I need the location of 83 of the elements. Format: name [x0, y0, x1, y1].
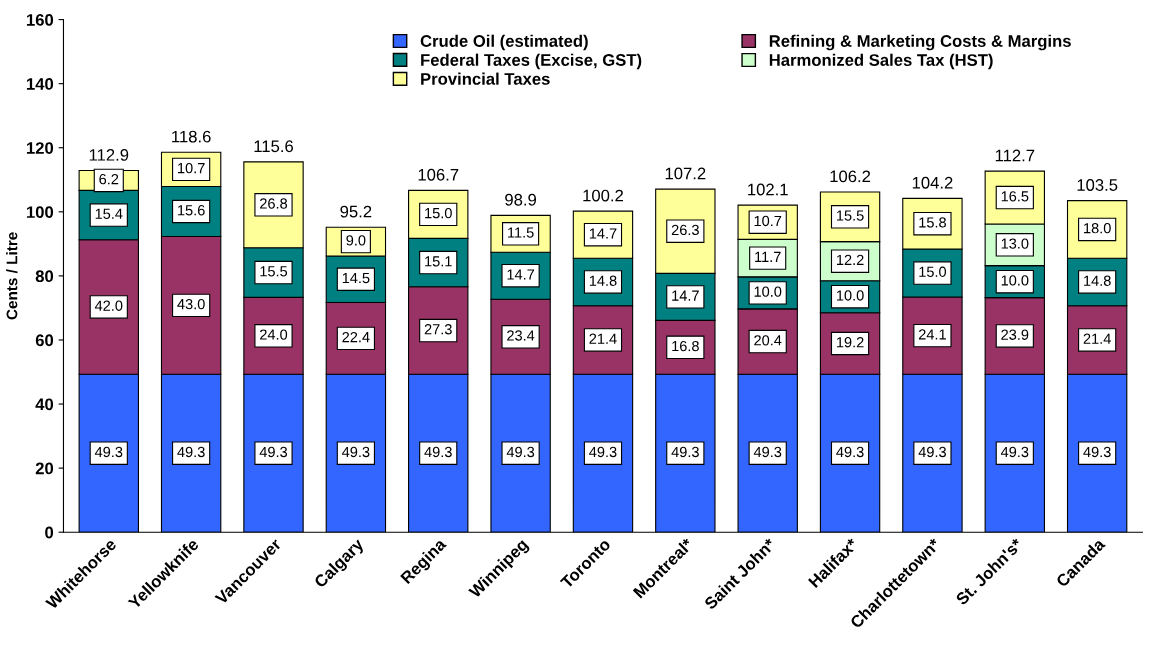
data-label: 23.9 [1001, 329, 1029, 340]
data-label: 15.0 [919, 266, 947, 277]
total-label: 112.9 [89, 148, 129, 161]
data-label: 49.3 [506, 446, 535, 458]
data-label: 10.0 [1001, 275, 1029, 286]
data-label: 26.3 [671, 224, 699, 236]
y-tick-label: 160 [26, 13, 54, 26]
data-label: 23.4 [507, 330, 535, 341]
total-label: 112.7 [995, 149, 1035, 162]
total-label: 106.2 [830, 170, 871, 183]
total-label: 118.6 [172, 130, 211, 143]
total-label: 103.5 [1077, 179, 1118, 191]
data-label: 49.3 [1083, 446, 1111, 458]
data-label: 49.3 [753, 446, 782, 458]
data-label: 15.1 [425, 256, 452, 267]
data-label: 19.2 [836, 337, 864, 348]
data-label: 15.0 [425, 207, 452, 219]
data-label: 15.4 [95, 208, 123, 219]
data-label: 49.3 [94, 446, 123, 458]
data-label: 20.4 [754, 335, 782, 346]
data-label: 49.3 [259, 446, 288, 458]
data-label: 15.5 [836, 210, 864, 221]
data-label: 49.3 [836, 446, 864, 458]
y-tick-label: 60 [35, 334, 54, 347]
data-label: 24.1 [918, 329, 946, 340]
data-label: 14.5 [342, 272, 370, 284]
data-label: 15.8 [919, 217, 946, 228]
data-label: 49.3 [1000, 446, 1029, 458]
data-label: 16.5 [1001, 191, 1029, 202]
data-label: 10.0 [754, 286, 782, 297]
data-label: 26.8 [260, 198, 288, 209]
data-label: 14.8 [1084, 275, 1111, 286]
data-label: 12.2 [836, 254, 864, 265]
y-tick-label: 40 [35, 398, 54, 411]
data-label: 13.0 [1001, 238, 1029, 249]
total-label: 107.2 [665, 167, 706, 180]
data-label: 43.0 [177, 298, 205, 310]
data-label: 11.5 [508, 227, 534, 238]
data-label: 18.0 [1084, 223, 1111, 234]
y-tick-label: 0 [45, 526, 54, 539]
data-label: 49.3 [342, 446, 370, 458]
data-label: 49.3 [177, 446, 205, 458]
data-label: 15.5 [260, 266, 288, 277]
data-label: 49.3 [671, 446, 699, 458]
total-label: 106.7 [418, 168, 459, 181]
total-label: 98.9 [505, 193, 537, 206]
data-label: 14.7 [589, 228, 617, 239]
data-label: 15.6 [178, 205, 205, 216]
data-label: 10.7 [754, 215, 782, 227]
data-label: 22.4 [342, 331, 370, 343]
data-label: 24.0 [260, 329, 288, 340]
data-label: 27.3 [424, 324, 452, 335]
total-label: 115.6 [254, 140, 294, 153]
total-label: 100.2 [583, 189, 623, 202]
data-label: 14.7 [507, 269, 535, 280]
data-label: 10.7 [178, 162, 205, 174]
data-label: 49.3 [424, 446, 452, 458]
y-tick-label: 20 [35, 462, 54, 475]
legend-label: Refining & Marketing Costs & Margins [769, 34, 1071, 51]
total-label: 102.1 [748, 183, 788, 196]
y-tick-label: 140 [26, 78, 54, 90]
legend-label: Harmonized Sales Tax (HST) [769, 53, 993, 70]
y-tick-label: 120 [26, 142, 54, 154]
data-label: 6.2 [99, 174, 119, 185]
data-label: 10.0 [836, 290, 864, 301]
data-label: 21.4 [589, 333, 617, 344]
legend-label: Crude Oil (estimated) [420, 34, 588, 51]
legend-label: Federal Taxes (Excise, GST) [421, 53, 642, 70]
legend-label: Provincial Taxes [421, 72, 550, 85]
data-label: 42.0 [94, 300, 123, 311]
total-label: 104.2 [912, 176, 953, 189]
data-label: 11.7 [755, 251, 781, 262]
data-label: 49.3 [918, 446, 946, 458]
y-tick-label: 100 [26, 206, 54, 219]
y-axis-title: Cents / Litre [6, 232, 18, 320]
data-label: 16.8 [672, 340, 699, 352]
data-label: 21.4 [1083, 333, 1111, 344]
y-tick-label: 80 [35, 270, 54, 283]
total-label: 95.2 [340, 205, 372, 218]
data-label: 14.7 [672, 290, 699, 301]
data-label: 49.3 [589, 446, 617, 458]
data-label: 14.8 [589, 275, 617, 286]
data-label: 9.0 [346, 235, 366, 246]
